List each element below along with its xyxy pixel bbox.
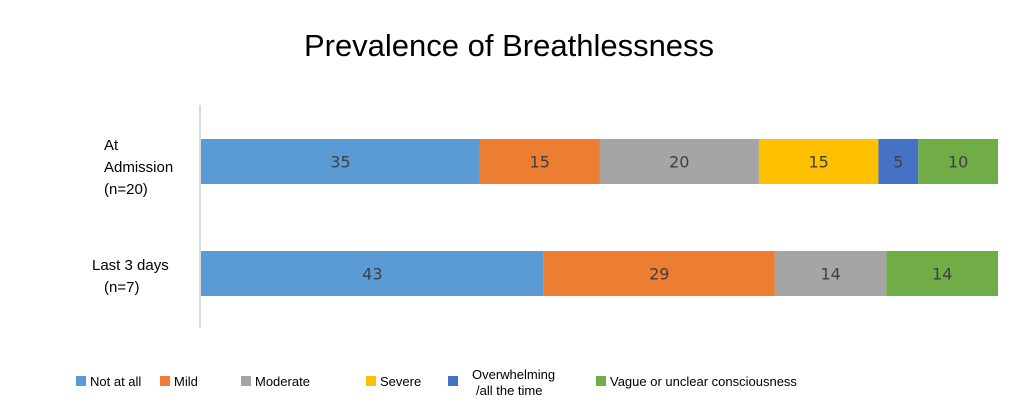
bar-segment — [543, 251, 775, 296]
legend-swatch — [160, 376, 170, 386]
category-label: (n=7) — [104, 279, 139, 296]
legend-label: Vague or unclear consciousness — [610, 374, 797, 389]
legend-swatch — [241, 376, 251, 386]
legend-swatch — [76, 376, 86, 386]
data-label: 43 — [362, 265, 382, 284]
category-label: (n=20) — [104, 181, 148, 198]
category-label: At — [104, 137, 119, 154]
data-label: 14 — [932, 265, 952, 284]
data-label: 35 — [330, 153, 350, 172]
data-label: 14 — [820, 265, 840, 284]
bar-segment — [201, 139, 480, 184]
chart-title: Prevalence of Breathlessness — [304, 28, 714, 63]
data-label: 15 — [530, 153, 550, 172]
bar-segment — [599, 139, 759, 184]
data-label: 5 — [893, 153, 903, 172]
legend-label: Moderate — [255, 374, 310, 389]
legend-swatch — [596, 376, 606, 386]
legend-label: Mild — [174, 374, 198, 389]
category-label: Last 3 days — [92, 257, 169, 274]
data-label: 29 — [649, 265, 669, 284]
bar-segment — [758, 139, 879, 184]
category-labels: At Admission (n=20) Last 3 days (n=7) — [92, 137, 173, 296]
data-label: 15 — [808, 153, 828, 172]
data-label: 20 — [669, 153, 689, 172]
bar-segment — [886, 251, 998, 296]
legend-swatch — [366, 376, 376, 386]
category-label: Admission — [104, 159, 173, 176]
bar-segment — [479, 139, 600, 184]
data-label: 10 — [948, 153, 968, 172]
bars-group: 35 15 20 15 5 10 43 29 14 14 — [201, 139, 998, 296]
legend-label: Severe — [380, 374, 421, 389]
bar-segment — [878, 139, 919, 184]
legend-label: Not at all — [90, 374, 141, 389]
bar-segment — [774, 251, 887, 296]
legend-label: /all the time — [476, 383, 542, 398]
legend-label: Overwhelming — [472, 367, 555, 382]
legend-swatch — [448, 376, 458, 386]
bar-segment — [918, 139, 998, 184]
bar-segment — [201, 251, 544, 296]
legend: Not at all Mild Moderate Severe Overwhelming… — [76, 367, 797, 398]
